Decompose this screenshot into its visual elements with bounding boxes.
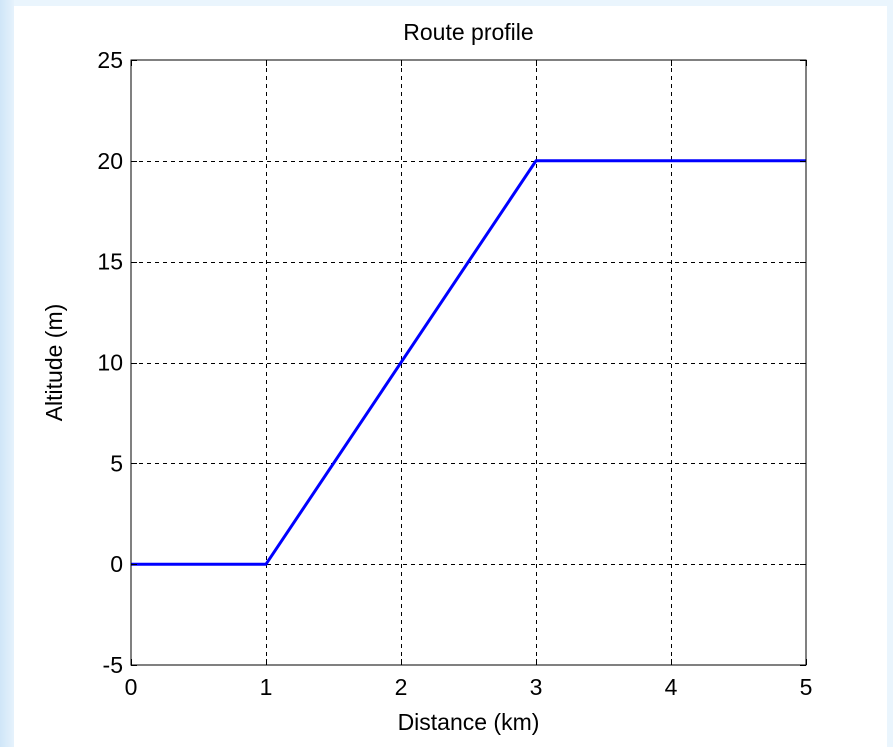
y-tick-label: -5 (103, 652, 123, 678)
y-tick-label: 15 (97, 249, 123, 275)
plot-frame (130, 59, 807, 666)
tick-marks (131, 60, 807, 666)
y-tick-label: 20 (97, 148, 123, 174)
y-tick-label: 5 (110, 450, 123, 476)
y-tick-label: 10 (97, 350, 123, 376)
window-left-border (0, 0, 14, 747)
x-tick-label: 5 (800, 674, 813, 700)
x-tick-label: 0 (125, 674, 138, 700)
chart-title: Route profile (403, 19, 533, 45)
figure-canvas: 0 1 2 3 4 5 -5 0 5 10 15 20 25 Route profile Distanc… (14, 6, 887, 747)
series-layer (131, 159, 806, 566)
y-axis-label: Altitude (m) (41, 304, 67, 422)
y-tick-label: 25 (97, 47, 123, 73)
x-tick-label: 2 (395, 674, 408, 700)
x-tick-label: 3 (530, 674, 543, 700)
grid-lines (131, 60, 806, 665)
altitude-line (131, 159, 806, 566)
x-tick-label: 4 (665, 674, 678, 700)
x-axis-label: Distance (km) (398, 709, 540, 735)
x-tick-label: 1 (260, 674, 273, 700)
y-tick-label: 0 (110, 551, 123, 577)
